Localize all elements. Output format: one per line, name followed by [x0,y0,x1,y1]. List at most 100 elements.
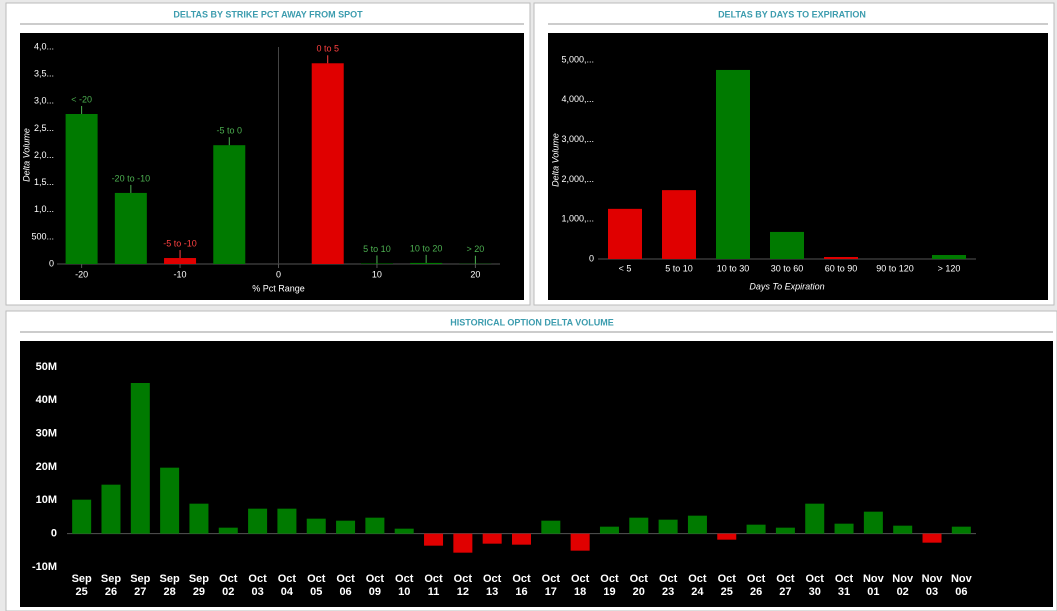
x-axis-title: Days To Expiration [749,281,824,291]
x-tick-label: Oct 30 [805,573,824,598]
x-tick-label: > 120 [938,263,961,273]
bar [164,258,197,264]
bar [482,533,502,544]
x-tick-label: -20 [75,269,88,279]
y-tick-label: 3,5... [34,69,54,79]
y-axis-title: Delta Volume [550,133,560,187]
bar [658,519,678,534]
y-tick-label: -10M [32,561,57,573]
bar [512,533,531,545]
x-tick-label: 60 to 90 [825,263,858,273]
bar [114,192,147,264]
bar [608,208,642,259]
bar [160,467,180,534]
bar [360,263,393,264]
x-tick-label: Nov 01 [862,573,884,598]
bar [570,533,590,551]
bar [662,190,696,259]
y-tick-label: 3,000,... [561,134,594,144]
x-tick-label: Oct 02 [219,573,238,598]
bar [189,503,209,534]
plot-area [20,33,524,300]
bar [599,526,619,534]
bar [775,527,795,534]
y-tick-label: 2,000,... [561,174,594,184]
data-label: -5 to 0 [217,126,243,136]
x-tick-label: Oct 27 [776,573,795,598]
x-tick-label: Sep 27 [130,573,151,598]
x-tick-label: Oct 12 [453,573,473,598]
plot-area [548,33,1048,300]
x-tick-label: Oct 04 [277,573,297,598]
bar [893,525,913,534]
bar [687,515,707,534]
bar [541,520,561,534]
y-tick-label: 1,0... [34,204,54,214]
x-tick-label: Sep 28 [159,573,180,598]
y-tick-label: 0 [49,258,54,268]
chart-title: DELTAS BY STRIKE PCT AWAY FROM SPOT [173,9,363,19]
bar [248,508,268,534]
y-tick-label: 3,0... [34,96,54,106]
x-tick-label: Oct 23 [658,573,678,598]
y-tick-label: 30M [36,428,57,440]
bar [410,262,443,264]
y-tick-label: 4,000,... [561,94,594,104]
y-tick-label: 4,0... [34,41,54,51]
data-label: -20 to -10 [112,173,151,183]
bar [65,113,98,264]
x-tick-label: 5 to 10 [665,263,693,273]
x-tick-label: Oct 10 [395,573,414,598]
x-tick-label: Oct 16 [512,573,531,598]
data-label: 5 to 10 [363,244,391,254]
x-tick-label: Oct 18 [570,573,590,598]
bar [424,533,444,546]
data-label: 0 to 5 [316,44,339,54]
bar [716,69,750,259]
bar [101,484,121,534]
y-tick-label: 0 [589,253,594,263]
plot-area [20,341,1053,607]
y-tick-label: 0 [51,528,57,540]
x-tick-label: -10 [174,269,187,279]
x-tick-label: 30 to 60 [771,263,804,273]
y-tick-label: 2,5... [34,123,54,133]
bar [824,257,858,259]
x-tick-label: Oct 26 [746,573,766,598]
bar [218,527,238,534]
x-tick-label: 20 [470,269,480,279]
x-tick-label: Sep 26 [100,573,122,598]
x-tick-label: Nov 06 [950,573,972,598]
bar [306,518,326,534]
chart-title: DELTAS BY DAYS TO EXPIRATION [718,9,866,19]
y-tick-label: 1,5... [34,177,54,187]
bar [130,383,150,534]
y-tick-label: 1,000,... [561,214,594,224]
bar [834,523,854,534]
x-tick-label: Oct 03 [248,573,267,598]
y-tick-label: 40M [36,394,57,406]
bar [951,526,971,534]
bar [453,533,473,553]
y-tick-label: 50M [36,361,57,373]
bar [336,520,356,534]
bar [72,499,92,534]
y-axis-title: Delta Volume [21,128,31,182]
bar [213,145,246,264]
data-label: > 20 [466,244,484,254]
x-axis-title: % Pct Range [252,283,305,293]
x-tick-label: Nov 03 [921,573,943,598]
x-tick-label: Sep 29 [188,573,210,598]
y-tick-label: 5,000,... [561,54,594,64]
bar [365,517,385,534]
x-tick-label: Oct 13 [483,573,502,598]
x-tick-label: Oct 20 [629,573,648,598]
y-tick-label: 10M [36,494,57,506]
x-tick-label: 0 [276,269,281,279]
data-label: 10 to 20 [410,243,443,253]
data-label: -5 to -10 [163,238,197,248]
y-tick-label: 20M [36,461,57,473]
bar [277,508,297,534]
